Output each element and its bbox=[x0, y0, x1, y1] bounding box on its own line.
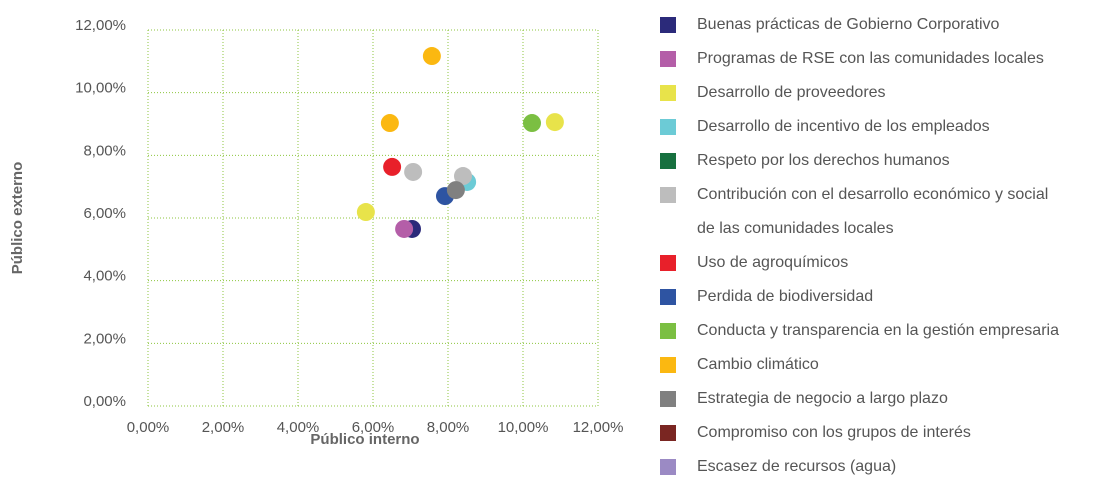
legend-label: Uso de agroquímicos bbox=[697, 254, 848, 271]
legend-label: Contribución con el desarrollo económico… bbox=[697, 186, 1048, 237]
point bbox=[380, 114, 399, 133]
point bbox=[446, 181, 465, 200]
legend-swatch bbox=[660, 391, 676, 407]
point bbox=[523, 114, 541, 133]
legend-label: Conducta y transparencia en la gestión e… bbox=[697, 322, 1059, 339]
legend-label: Compromiso con los grupos de interés bbox=[697, 424, 971, 441]
x-tick-label: 0,00% bbox=[127, 419, 170, 436]
legend-label: Perdida de biodiversidad bbox=[697, 288, 873, 305]
legend-label: Estrategia de negocio a largo plazo bbox=[697, 390, 948, 407]
legend-swatch bbox=[660, 357, 676, 373]
point bbox=[356, 203, 375, 222]
y-tick-label: 2,00% bbox=[83, 330, 126, 347]
point bbox=[545, 113, 564, 132]
legend-label: Escasez de recursos (agua) bbox=[697, 458, 896, 475]
legend-label: Desarrollo de proveedores bbox=[697, 84, 886, 101]
x-tick-label: 4,00% bbox=[277, 419, 320, 436]
legend-label: Buenas prácticas de Gobierno Corporativo bbox=[697, 16, 999, 33]
legend-label-line: Contribución con el desarrollo económico… bbox=[697, 186, 1048, 203]
legend-swatch bbox=[660, 17, 676, 33]
y-tick-label: 12,00% bbox=[75, 17, 126, 34]
x-axis-title: Público interno bbox=[310, 431, 419, 448]
y-tick-label: 4,00% bbox=[83, 268, 126, 285]
legend-label: Programas de RSE con las comunidades loc… bbox=[697, 50, 1044, 67]
x-tick-label: 2,00% bbox=[202, 419, 245, 436]
y-tick-label: 0,00% bbox=[83, 393, 126, 410]
x-tick-label: 10,00% bbox=[498, 419, 549, 436]
legend-swatch bbox=[660, 51, 676, 67]
point bbox=[454, 167, 472, 186]
y-axis-title: Público externo bbox=[9, 162, 26, 275]
legend-label: Respeto por los derechos humanos bbox=[697, 152, 950, 169]
legend-swatch bbox=[660, 187, 676, 203]
legend-swatch bbox=[660, 289, 676, 305]
y-tick-label: 10,00% bbox=[75, 80, 126, 97]
legend-swatch bbox=[660, 153, 676, 169]
legend-swatch bbox=[660, 425, 676, 441]
x-tick-label: 6,00% bbox=[352, 419, 395, 436]
point bbox=[383, 157, 402, 176]
point bbox=[404, 162, 423, 181]
legend-swatch bbox=[660, 119, 676, 135]
legend-swatch bbox=[660, 323, 676, 339]
legend-label: Desarrollo de incentivo de los empleados bbox=[697, 118, 990, 135]
point bbox=[422, 47, 441, 66]
legend-swatch bbox=[660, 255, 676, 271]
legend-swatch bbox=[660, 459, 676, 475]
x-tick-label: 12,00% bbox=[573, 419, 624, 436]
x-tick-label: 8,00% bbox=[427, 419, 470, 436]
legend-swatch bbox=[660, 85, 676, 101]
y-tick-label: 6,00% bbox=[83, 205, 126, 222]
point bbox=[395, 219, 414, 238]
legend-label-line: de las comunidades locales bbox=[697, 220, 894, 237]
legend-label: Cambio climático bbox=[697, 356, 819, 373]
y-tick-label: 8,00% bbox=[83, 142, 126, 159]
